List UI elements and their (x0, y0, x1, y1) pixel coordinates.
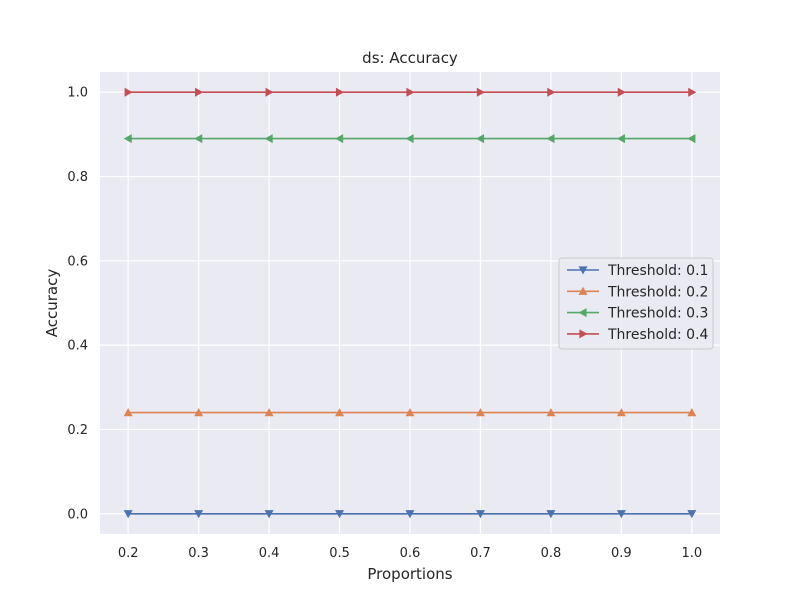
x-axis-label: Proportions (367, 565, 452, 583)
legend-swatch-marker (578, 266, 588, 275)
data-point (476, 87, 485, 97)
data-point (265, 87, 274, 97)
y-axis-label: Accuracy (43, 269, 61, 338)
data-point (616, 510, 626, 519)
data-point (194, 134, 203, 144)
legend-item: Threshold: 0.1 (567, 263, 708, 279)
data-point (124, 87, 133, 97)
tick-labels: 0.2 0.3 0.4 0.5 0.6 0.7 0.8 0.9 1.0 0.0 0.2 0.4 0.6 0… (67, 86, 702, 561)
data-point (335, 134, 344, 144)
x-tick-label: 0.4 (259, 546, 280, 561)
data-point (617, 87, 626, 97)
data-point (123, 510, 133, 519)
y-tick-label: 0.0 (67, 507, 88, 522)
x-tick-label: 1.0 (681, 546, 702, 561)
x-tick-label: 0.2 (118, 546, 139, 561)
data-point (547, 87, 556, 97)
series-2 (123, 408, 697, 417)
data-point (194, 408, 204, 417)
legend-item: Threshold: 0.3 (567, 306, 708, 322)
legend-label: Threshold: 0.1 (607, 263, 708, 279)
series-1 (123, 510, 697, 519)
y-tick-label: 1.0 (67, 86, 88, 101)
data-point (264, 510, 274, 519)
legend-label: Threshold: 0.3 (607, 306, 708, 322)
y-tick-label: 0.2 (67, 423, 88, 438)
data-point (264, 408, 274, 417)
data-point (123, 408, 133, 417)
data-point (687, 408, 697, 417)
x-tick-label: 0.7 (470, 546, 491, 561)
data-point (405, 134, 414, 144)
chart-title: ds: Accuracy (362, 49, 458, 67)
x-tick-label: 0.3 (188, 546, 209, 561)
data-point (123, 134, 132, 144)
legend-label: Threshold: 0.4 (607, 327, 709, 343)
data-point (335, 510, 345, 519)
data-point (616, 134, 625, 144)
data-point (546, 134, 555, 144)
data-point (195, 87, 204, 97)
legend: Threshold: 0.1 Threshold: 0.2 Threshold: 0… (558, 257, 714, 350)
y-tick-label: 0.4 (67, 339, 88, 354)
data-point (688, 87, 697, 97)
data-point (194, 510, 204, 519)
series-layer (123, 87, 697, 519)
x-tick-label: 0.8 (541, 546, 562, 561)
data-point (616, 408, 626, 417)
data-point (475, 134, 485, 144)
data-point (264, 134, 273, 144)
data-point (475, 408, 485, 417)
legend-swatch-marker (578, 286, 588, 295)
data-point (405, 408, 415, 417)
data-point (546, 408, 556, 417)
data-point (335, 87, 345, 97)
x-tick-label: 0.9 (611, 546, 632, 561)
series-4 (124, 87, 697, 97)
data-point (405, 510, 415, 519)
x-tick-label: 0.6 (400, 546, 421, 561)
x-tick-label: 0.5 (329, 546, 350, 561)
data-point (335, 408, 345, 417)
legend-box (558, 257, 714, 350)
legend-swatch-marker (578, 308, 587, 318)
data-point (406, 87, 415, 97)
series-3 (123, 134, 696, 144)
y-tick-label: 0.6 (67, 254, 88, 269)
data-point (546, 510, 556, 519)
legend-item: Threshold: 0.4 (567, 327, 709, 343)
data-point (687, 510, 697, 519)
legend-item: Threshold: 0.2 (567, 284, 708, 300)
y-tick-label: 0.8 (67, 170, 88, 185)
data-point (687, 134, 696, 144)
legend-label: Threshold: 0.2 (607, 284, 708, 300)
legend-swatch-marker (579, 329, 588, 339)
data-point (475, 510, 485, 519)
